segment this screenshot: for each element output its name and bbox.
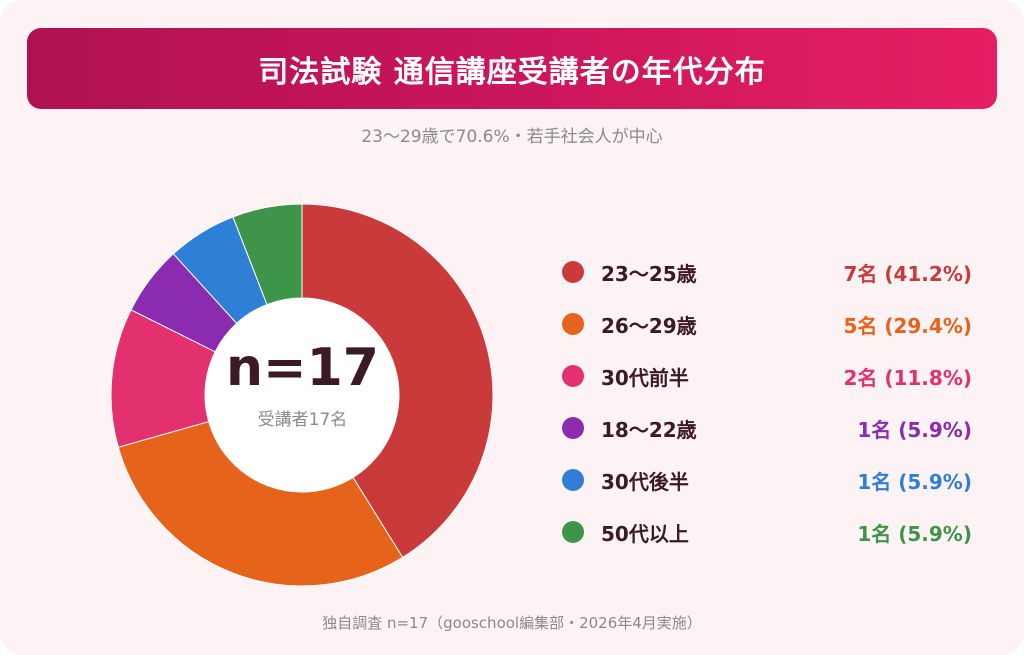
legend-item: 30代後半 1名 (5.9%) bbox=[562, 454, 972, 506]
legend-swatch bbox=[562, 261, 584, 283]
legend-item: 50代以上 1名 (5.9%) bbox=[562, 506, 972, 558]
donut-center-count: n=17 bbox=[226, 338, 379, 398]
legend-value: 7名 (41.2%) bbox=[843, 261, 972, 286]
legend-item: 18〜22歳 1名 (5.9%) bbox=[562, 402, 972, 454]
title-banner: 司法試験 通信講座受講者の年代分布 bbox=[27, 28, 997, 109]
legend-item: 26〜29歳 5名 (29.4%) bbox=[562, 298, 972, 350]
legend-item: 30代前半 2名 (11.8%) bbox=[562, 350, 972, 402]
legend-swatch bbox=[562, 417, 584, 439]
donut-slice-6 bbox=[232, 203, 303, 306]
legend-label: 30代後半 bbox=[601, 469, 689, 494]
chart-subtitle: 23〜29歳で70.6%・若手社会人が中心 bbox=[361, 127, 663, 147]
legend-item: 23〜25歳 7名 (41.2%) bbox=[562, 246, 972, 298]
legend-swatch bbox=[562, 313, 584, 335]
donut-hole bbox=[205, 298, 399, 492]
chart-title: 司法試験 通信講座受講者の年代分布 bbox=[258, 54, 766, 90]
legend-label: 30代前半 bbox=[601, 365, 689, 390]
legend-label: 50代以上 bbox=[601, 521, 689, 546]
legend-label: 18〜22歳 bbox=[601, 417, 697, 442]
legend-label: 23〜25歳 bbox=[601, 261, 697, 286]
legend-label: 26〜29歳 bbox=[601, 313, 697, 338]
donut-center-label: 受講者17名 bbox=[257, 410, 348, 430]
chart-legend: 23〜25歳 7名 (41.2%) 26〜29歳 5名 (29.4%) 30代前半 2名 … bbox=[562, 246, 972, 558]
legend-swatch bbox=[562, 521, 584, 543]
legend-value: 1名 (5.9%) bbox=[857, 417, 972, 442]
legend-value: 1名 (5.9%) bbox=[857, 521, 972, 546]
legend-swatch bbox=[562, 365, 584, 387]
legend-value: 5名 (29.4%) bbox=[843, 313, 972, 338]
legend-swatch bbox=[562, 469, 584, 491]
legend-value: 2名 (11.8%) bbox=[843, 365, 972, 390]
legend-value: 1名 (5.9%) bbox=[857, 469, 972, 494]
source-footnote: 独自調査 n=17（gooschool編集部・2026年4月実施） bbox=[322, 614, 702, 632]
